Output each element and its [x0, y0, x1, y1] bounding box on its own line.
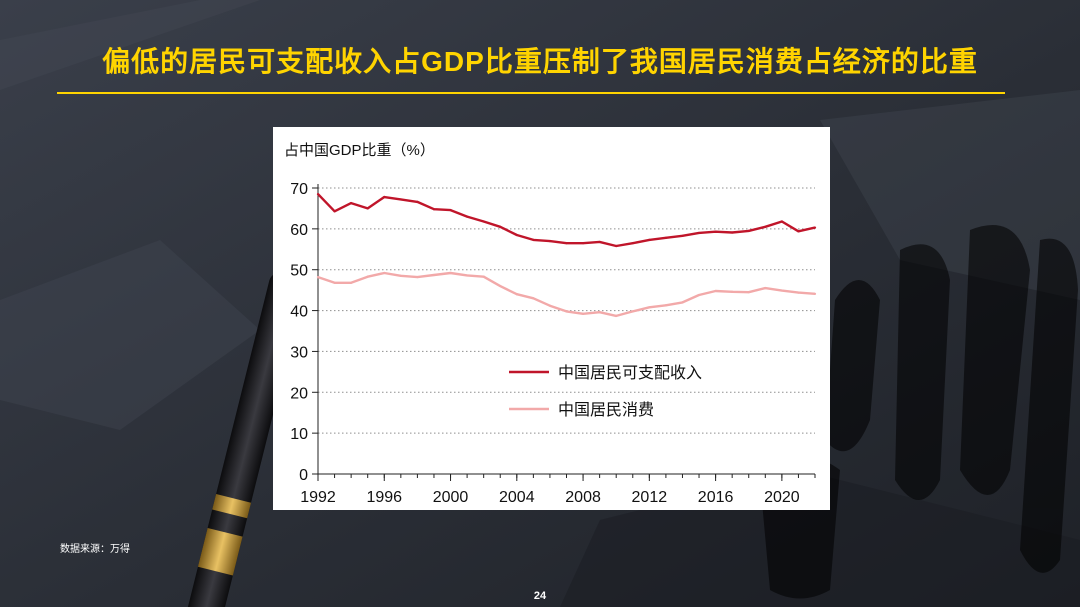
- data-point: [333, 281, 336, 284]
- data-point: [499, 284, 502, 288]
- data-point: [598, 240, 601, 244]
- x-tick-label: 2020: [764, 489, 800, 506]
- y-tick-label: 0: [299, 467, 308, 484]
- slide-title: 偏低的居民可支配收入占GDP比重压制了我国居民消费占经济的比重: [102, 46, 978, 77]
- data-point: [747, 291, 750, 294]
- y-tick-label: 10: [290, 426, 308, 443]
- data-point: [399, 198, 402, 201]
- data-point: [631, 242, 634, 245]
- source-note: 数据来源：万得: [60, 544, 130, 555]
- y-tick-label: 30: [290, 344, 308, 361]
- data-point: [681, 234, 684, 237]
- title-divider: [57, 92, 1005, 94]
- legend-label-1: 中国居民可支配收入: [558, 364, 702, 382]
- data-point: [581, 312, 585, 315]
- data-point: [764, 225, 767, 228]
- data-point: [648, 238, 651, 241]
- data-point: [399, 274, 402, 277]
- data-point: [316, 275, 320, 279]
- data-point: [383, 195, 386, 199]
- data-point: [449, 208, 452, 212]
- data-point: [714, 289, 717, 293]
- data-point: [432, 208, 436, 211]
- data-point: [780, 289, 783, 292]
- data-point: [383, 271, 386, 275]
- data-point: [631, 310, 634, 313]
- legend-label-2: 中国居民消费: [558, 401, 654, 419]
- data-point: [764, 287, 767, 290]
- data-point: [581, 242, 585, 245]
- data-point: [482, 220, 485, 223]
- data-point: [664, 304, 667, 307]
- x-tick-label: 2004: [499, 489, 535, 506]
- data-point: [482, 275, 485, 278]
- data-point: [813, 226, 817, 229]
- data-point: [565, 310, 568, 313]
- data-point: [697, 231, 701, 235]
- data-point: [664, 236, 667, 239]
- data-point: [548, 240, 552, 243]
- data-point: [648, 306, 651, 309]
- data-point: [449, 271, 452, 275]
- data-point: [350, 202, 353, 205]
- data-point: [416, 200, 419, 203]
- x-tick-label: 1996: [366, 489, 402, 506]
- data-point: [697, 293, 701, 297]
- data-point: [681, 301, 684, 304]
- data-point: [615, 244, 618, 248]
- data-point: [416, 275, 419, 279]
- line-chart: 占中国GDP比重（%） 0 10 20 30 40 50 60 70 1992 1996 2000 2…: [284, 142, 817, 506]
- data-point: [532, 238, 535, 241]
- x-tick-label: 2008: [565, 489, 601, 506]
- data-point: [780, 220, 783, 223]
- x-tick-label: 2000: [433, 489, 469, 506]
- series-line-1: [317, 193, 816, 248]
- data-point: [333, 210, 336, 213]
- data-point: [499, 225, 502, 228]
- x-tick-label: 2016: [698, 489, 734, 506]
- data-point: [515, 293, 518, 296]
- data-point: [432, 273, 436, 277]
- data-point: [366, 275, 369, 278]
- data-point: [714, 230, 717, 233]
- data-point: [565, 242, 568, 245]
- series-line-2: [317, 271, 816, 318]
- data-point: [797, 230, 800, 233]
- data-point: [615, 314, 618, 317]
- brush-lettering: [760, 225, 1078, 599]
- data-point: [466, 274, 469, 277]
- page-number: 24: [533, 590, 547, 602]
- chart-title: 占中国GDP比重（%）: [284, 142, 435, 159]
- y-tick-label: 60: [290, 222, 308, 239]
- data-point: [515, 233, 518, 237]
- data-point: [350, 281, 353, 284]
- data-point: [731, 231, 734, 234]
- data-point: [548, 304, 552, 307]
- data-point: [813, 292, 817, 295]
- y-tick-label: 50: [290, 263, 308, 280]
- y-tick-label: 40: [290, 304, 308, 321]
- y-tick-label: 70: [290, 181, 308, 198]
- data-point: [797, 291, 800, 294]
- data-point: [731, 290, 734, 293]
- y-tick-label: 20: [290, 385, 308, 402]
- x-tick-label: 1992: [300, 489, 336, 506]
- data-point: [466, 215, 469, 218]
- chart-panel: 占中国GDP比重（%） 0 10 20 30 40 50 60 70 1992 1996 2000 2…: [273, 127, 830, 510]
- data-point: [598, 311, 601, 314]
- data-point: [532, 297, 535, 300]
- x-tick-label: 2012: [632, 489, 668, 506]
- data-point: [316, 193, 320, 196]
- data-point: [366, 207, 369, 210]
- data-point: [747, 229, 750, 232]
